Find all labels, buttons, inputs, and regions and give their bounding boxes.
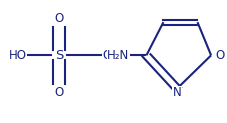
Text: H₂N: H₂N	[107, 49, 130, 62]
Text: S: S	[55, 49, 63, 62]
Text: O: O	[54, 12, 64, 25]
Text: N: N	[173, 86, 181, 99]
Text: O: O	[54, 86, 64, 99]
Text: OH: OH	[102, 49, 120, 62]
Text: O: O	[216, 49, 225, 62]
Text: HO: HO	[9, 49, 27, 62]
